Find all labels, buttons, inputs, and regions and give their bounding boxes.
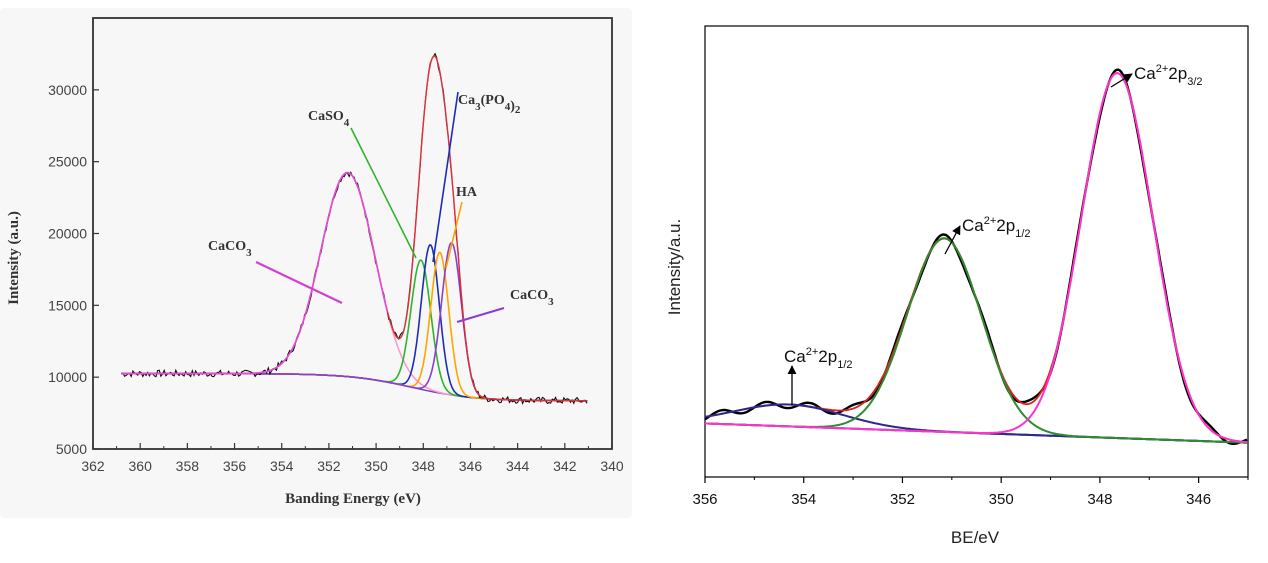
- y-tick-label: 15000: [48, 297, 87, 313]
- svg-text:CaCO3: CaCO3: [208, 239, 252, 259]
- annotation-ha: HA: [445, 185, 478, 269]
- component-peak-3: [121, 251, 588, 402]
- xps-chart-left: 362 360 358 356 354 352 350 348 346 344 342 340 5000…: [6, 17, 624, 507]
- x-tick-label: 350: [364, 458, 388, 474]
- svg-text:HA: HA: [456, 185, 478, 200]
- caco3-fit-overlay: [121, 171, 389, 375]
- x-tick-label: 340: [600, 458, 624, 474]
- x-tick-label: 352: [317, 458, 341, 474]
- left-chart-panel: [0, 8, 632, 518]
- plot-frame: [92, 17, 613, 450]
- envelope-fit-curve: [704, 72, 1248, 444]
- x-tick-label: 352: [890, 491, 915, 508]
- y-tick-label: 30000: [48, 82, 87, 98]
- x-axis-label: BE/eV: [951, 528, 1000, 547]
- x-tick-label: 362: [81, 458, 105, 474]
- component-peak-4: [121, 241, 588, 402]
- svg-text:Ca2+2p3/2: Ca2+2p3/2: [1134, 63, 1203, 88]
- component-peak-2: [704, 72, 1248, 444]
- x-tick-label: 348: [1087, 491, 1112, 508]
- component-peak-1: [121, 259, 588, 402]
- y-tick-label: 20000: [48, 226, 87, 242]
- x-tick-label: 358: [176, 458, 200, 474]
- x-tick-label: 346: [459, 458, 483, 474]
- annotation-ca-354: Ca2+2p1/2: [784, 346, 853, 405]
- component-peak-1: [704, 237, 1248, 444]
- y-axis-label: Intensity/a.u.: [665, 219, 684, 315]
- y-tick-label: 25000: [48, 154, 87, 170]
- x-tick-label: 354: [791, 491, 816, 508]
- raw-data-curve: [704, 68, 1248, 445]
- annotation-caso4: CaSO4: [308, 109, 417, 259]
- annotation-ca3po42: Ca3(PO4)2: [432, 91, 521, 263]
- svg-text:CaCO3: CaCO3: [510, 288, 554, 308]
- svg-text:CaSO4: CaSO4: [308, 109, 350, 129]
- xps-chart-right: 356 354 352 350 348 346 Intensity/a.u. BE/eV …: [665, 25, 1249, 547]
- y-tick-label: 10000: [48, 369, 87, 385]
- y-axis-label: Intensity (a.u.): [6, 211, 22, 305]
- svg-text:Ca3(PO4)2: Ca3(PO4)2: [458, 93, 521, 116]
- raw-data-curve: [121, 52, 588, 405]
- annotation-ca-351: Ca2+2p1/2: [944, 215, 1031, 255]
- x-tick-label: 350: [989, 491, 1014, 508]
- plot-frame: [704, 25, 1249, 478]
- x-tick-label: 342: [553, 458, 577, 474]
- x-tick-label: 354: [270, 458, 294, 474]
- component-peak-0: [121, 171, 588, 402]
- x-tick-label: 348: [412, 458, 436, 474]
- x-tick-label: 344: [506, 458, 530, 474]
- annotation-ca-348: Ca2+2p3/2: [1110, 63, 1203, 88]
- x-tick-label: 356: [223, 458, 247, 474]
- annotation-caco3-right: CaCO3: [456, 288, 554, 324]
- x-axis-label: Banding Energy (eV): [285, 491, 421, 507]
- component-peak-0: [704, 403, 1248, 444]
- x-tick-label: 360: [129, 458, 153, 474]
- annotation-caco3-left: CaCO3: [208, 239, 343, 304]
- x-tick-label: 346: [1186, 491, 1211, 508]
- svg-text:Ca2+2p1/2: Ca2+2p1/2: [962, 215, 1031, 240]
- y-tick-label: 5000: [56, 441, 87, 457]
- svg-text:Ca2+2p1/2: Ca2+2p1/2: [784, 346, 853, 371]
- x-tick-label: 356: [692, 491, 717, 508]
